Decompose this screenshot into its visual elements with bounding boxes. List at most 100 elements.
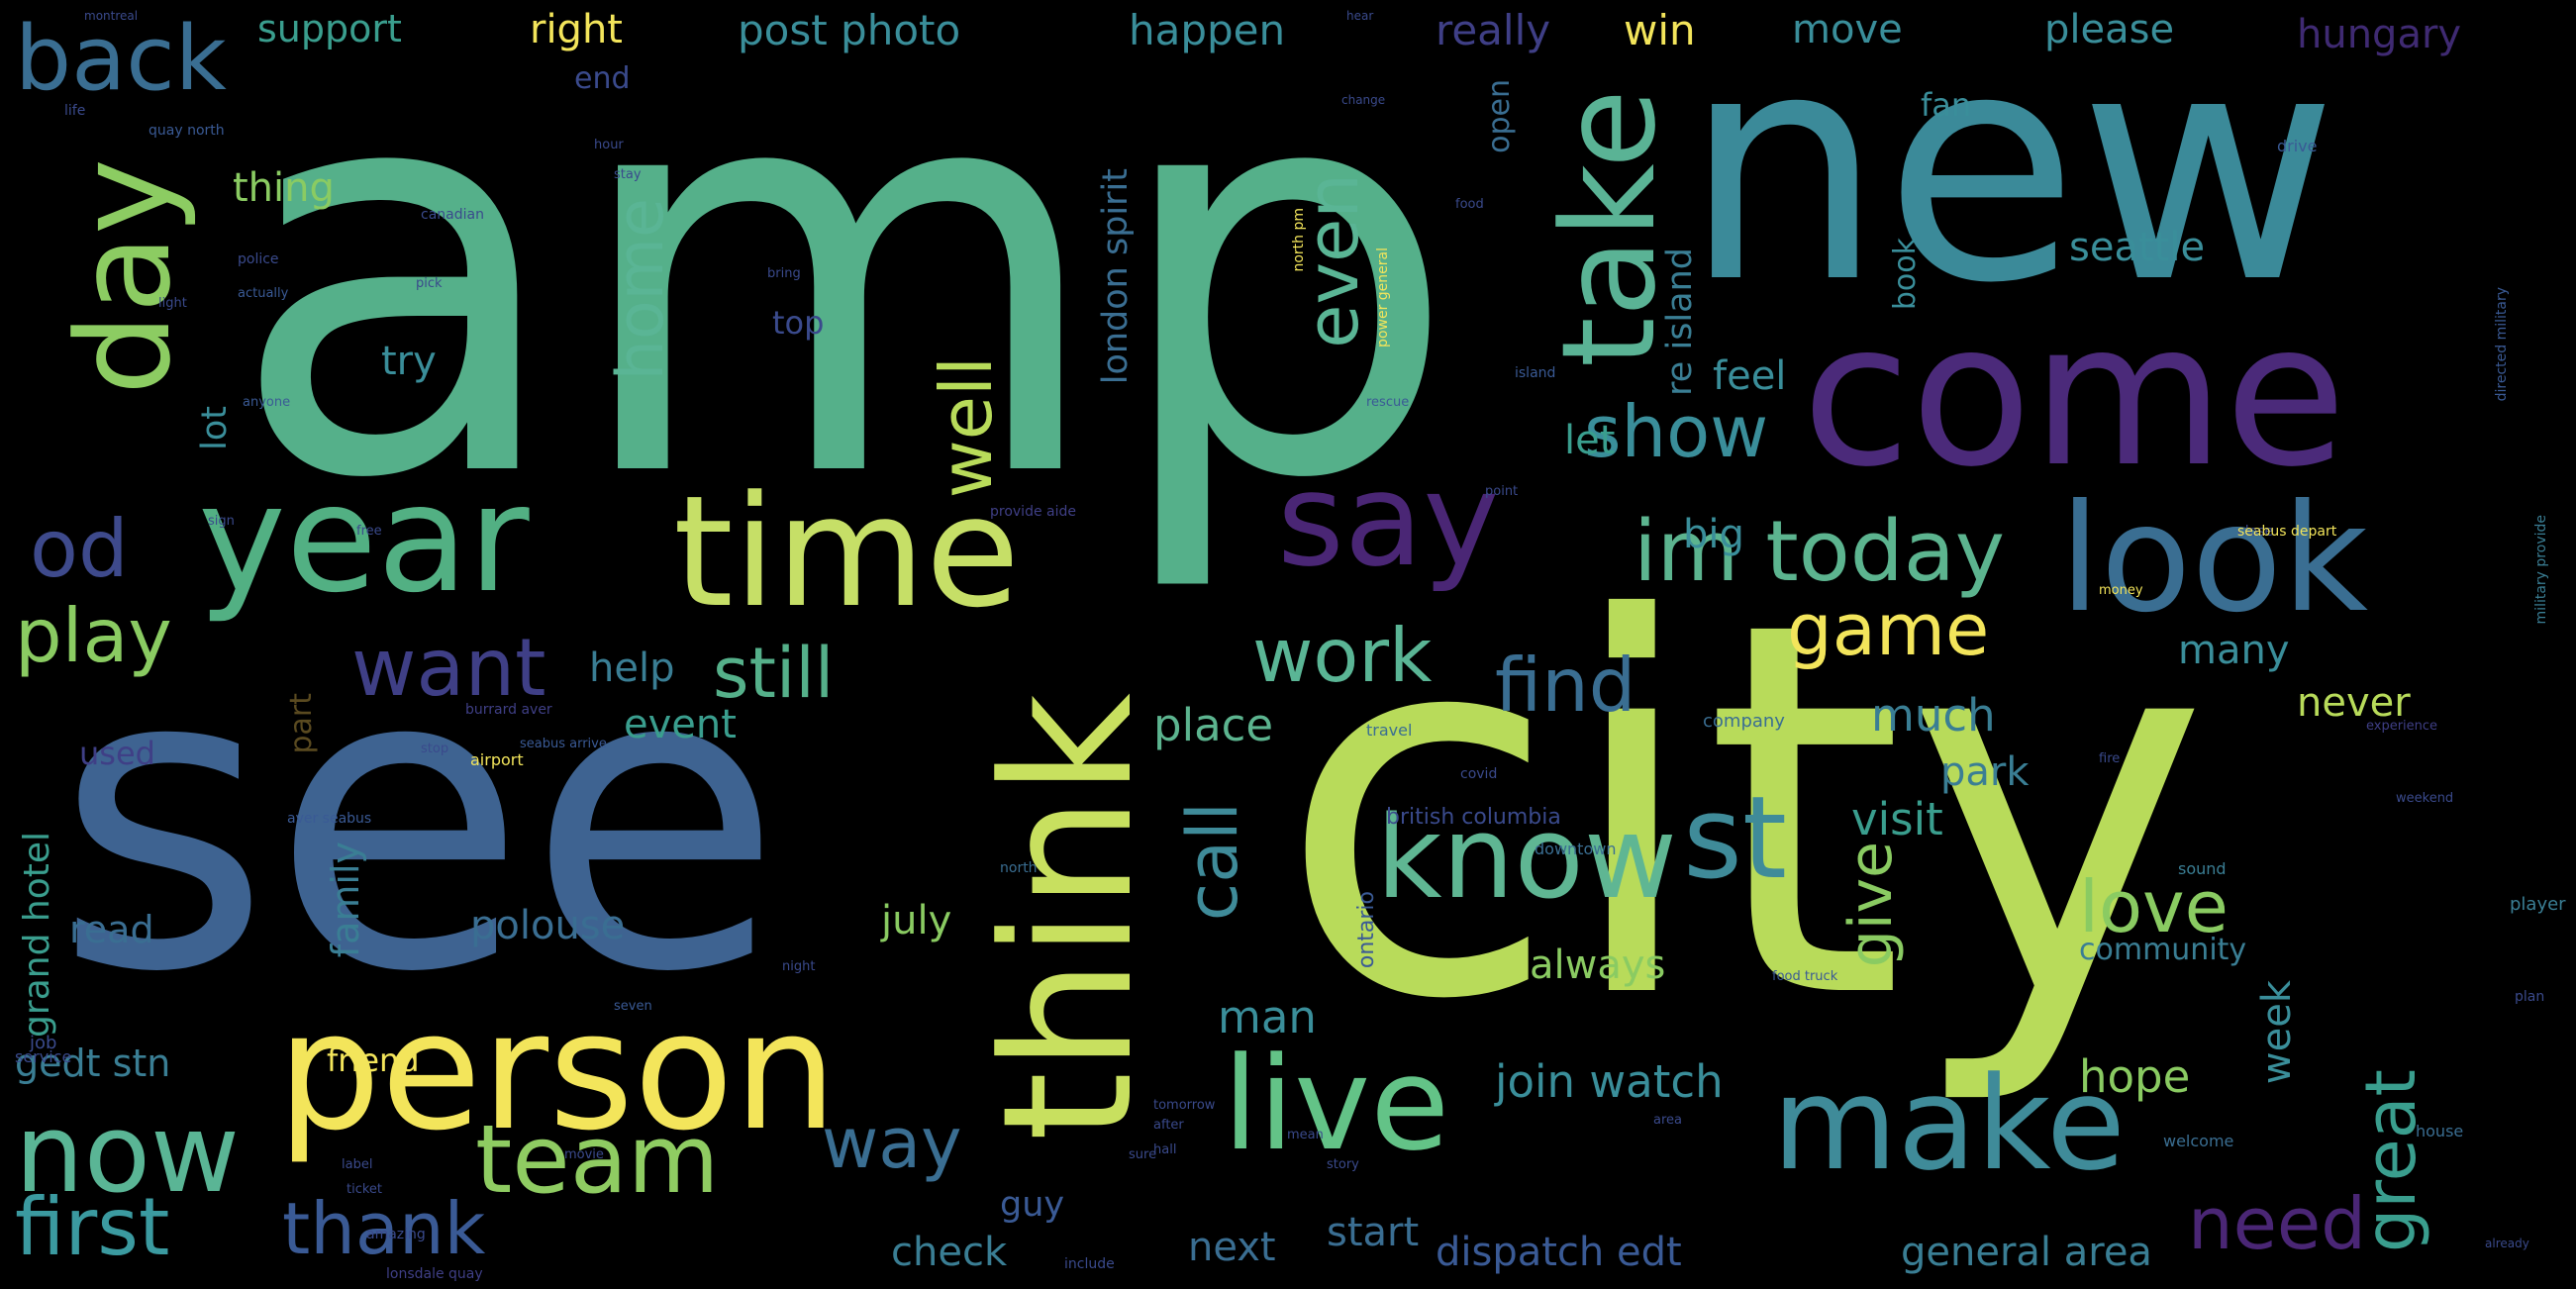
cloud-word: military provide [2533, 515, 2549, 625]
cloud-word: directed military [2494, 287, 2510, 402]
cloud-word: movie [564, 1147, 604, 1162]
cloud-word: lonsdale quay [386, 1266, 483, 1282]
cloud-word: book [1888, 238, 1923, 311]
cloud-word: part [284, 693, 319, 754]
cloud-word: downtown [1535, 840, 1617, 858]
cloud-word: polouse [470, 903, 626, 948]
cloud-word: always [1530, 942, 1666, 988]
cloud-word: general area [1901, 1230, 2152, 1275]
cloud-word: after [1153, 1118, 1184, 1133]
cloud-word: quay north [149, 123, 225, 139]
cloud-word: way [822, 1103, 962, 1184]
cloud-word: welcome [2163, 1132, 2234, 1150]
cloud-word: still [713, 633, 835, 714]
cloud-word: park [1940, 749, 2030, 795]
cloud-word: montreal [84, 9, 139, 23]
cloud-word: north pm [1291, 208, 1307, 272]
cloud-word: plan [2515, 989, 2545, 1005]
cloud-word: thing [233, 165, 335, 211]
cloud-word: play [15, 592, 172, 679]
cloud-word: love [2079, 865, 2229, 948]
cloud-word: player [2510, 894, 2566, 915]
cloud-word: great [2350, 1069, 2431, 1253]
cloud-word: weekend [2396, 791, 2454, 806]
cloud-word: come [1802, 280, 2347, 511]
cloud-word: need [2188, 1182, 2366, 1265]
cloud-word: guy [1000, 1185, 1065, 1225]
cloud-word: re island [1660, 248, 1700, 396]
cloud-word: first [15, 1181, 170, 1273]
cloud-word: british columbia [1386, 805, 1561, 830]
cloud-word: seven [614, 999, 652, 1014]
cloud-word: food [1455, 197, 1484, 212]
cloud-word: visit [1851, 793, 1943, 845]
cloud-word: week [2254, 980, 2300, 1085]
cloud-word: back [15, 7, 227, 111]
cloud-word: aver seabus [287, 811, 372, 827]
cloud-word: experience [2366, 719, 2438, 734]
cloud-word: tomorrow [1153, 1098, 1216, 1113]
cloud-word: mean [1287, 1128, 1324, 1142]
cloud-word: really [1436, 6, 1551, 54]
cloud-word: man [1218, 991, 1317, 1043]
cloud-word: island [1515, 365, 1556, 381]
cloud-word: drive [2277, 137, 2318, 155]
cloud-word: happen [1129, 6, 1286, 54]
cloud-word: house [2416, 1122, 2464, 1140]
cloud-word: know [1376, 792, 1677, 925]
cloud-word: hall [1153, 1142, 1177, 1157]
cloud-word: even [1291, 173, 1374, 348]
cloud-word: next [1188, 1225, 1276, 1270]
cloud-word: police [238, 251, 279, 267]
cloud-word: lot [195, 406, 235, 450]
cloud-word: live [1223, 1029, 1450, 1179]
cloud-word: point [1485, 484, 1519, 499]
cloud-word: canadian [421, 207, 484, 223]
cloud-word: sure [1129, 1147, 1157, 1162]
cloud-word: family [324, 842, 367, 958]
cloud-word: london spirit [1096, 168, 1136, 385]
cloud-word: join watch [1495, 1055, 1724, 1108]
cloud-word: stop [421, 742, 449, 756]
cloud-word: label [342, 1157, 373, 1172]
cloud-word: seattle [2069, 225, 2206, 270]
cloud-word: end [574, 61, 631, 96]
cloud-word: look [2059, 473, 2369, 645]
cloud-word: think [965, 693, 1172, 1141]
cloud-word: close [2237, 524, 2274, 540]
cloud-word: job [30, 1033, 57, 1053]
cloud-word: person [277, 976, 838, 1166]
cloud-word: read [69, 908, 154, 951]
cloud-word: make [1772, 1048, 2126, 1199]
cloud-word: many [2178, 628, 2290, 673]
cloud-word: im today [1634, 503, 2006, 601]
cloud-word: provide aide [990, 504, 1076, 520]
cloud-word: want [351, 622, 546, 714]
cloud-word: hungary [2297, 12, 2462, 57]
cloud-word: work [1252, 612, 1433, 699]
cloud-word: hour [594, 138, 624, 152]
cloud-word: company [1703, 711, 1785, 732]
cloud-word: covid [1460, 766, 1498, 782]
cloud-word: post photo [738, 6, 961, 54]
cloud-word: home [604, 198, 678, 381]
cloud-word: move [1792, 7, 1903, 52]
cloud-word: top [772, 304, 825, 342]
cloud-word: already [2485, 1237, 2529, 1250]
cloud-word: never [2297, 680, 2411, 726]
cloud-word: dispatch edt [1436, 1230, 1682, 1275]
cloud-word: help [589, 645, 675, 691]
cloud-word: power general [1375, 248, 1391, 347]
cloud-word: much [1871, 689, 1996, 742]
cloud-word: change [1341, 93, 1386, 107]
cloud-word: see [54, 579, 783, 1063]
cloud-word: fan [1921, 86, 1972, 124]
cloud-word: win [1624, 6, 1696, 54]
cloud-word: burrard aver [465, 702, 552, 718]
cloud-word: open [1482, 79, 1517, 153]
cloud-word: game [1787, 588, 1990, 671]
cloud-word: used [79, 735, 155, 772]
cloud-word: city [1277, 512, 2210, 1112]
cloud-word: give [1836, 842, 1906, 968]
